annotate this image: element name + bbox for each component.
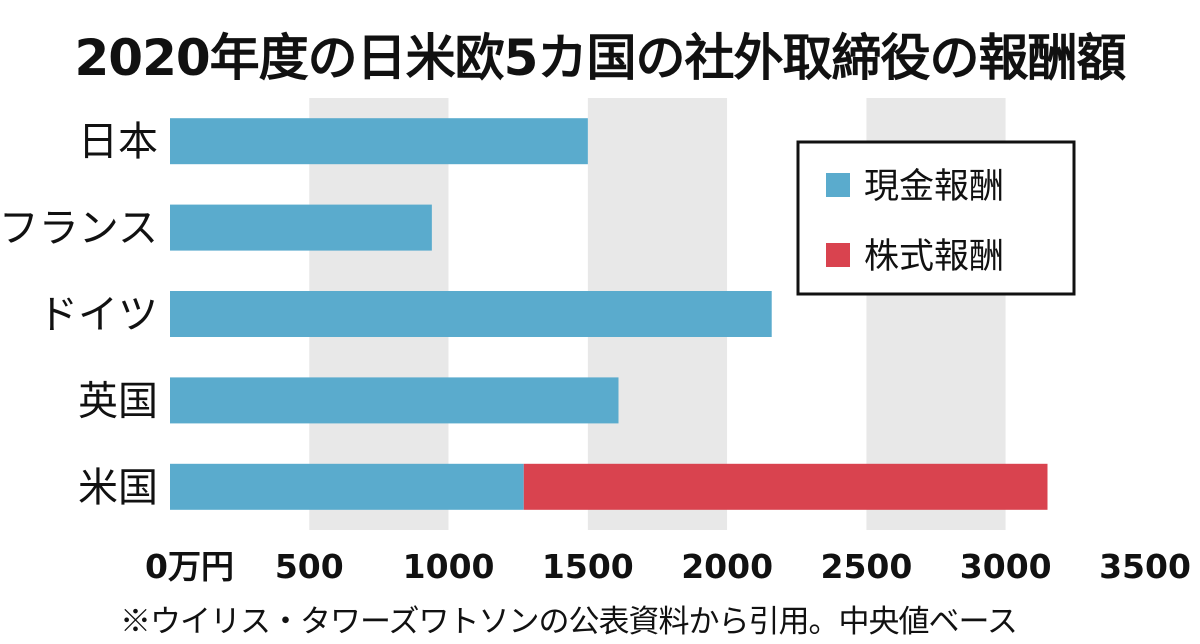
legend-swatch-cash — [826, 173, 850, 197]
bar-cash-3 — [170, 377, 619, 424]
x-tick-label: 0万円 — [145, 547, 234, 586]
bar-cash-0 — [170, 118, 588, 165]
category-label: 米国 — [78, 465, 158, 511]
chart-title: 2020年度の日米欧5カ国の社外取締役の報酬額 — [74, 29, 1127, 87]
legend: 現金報酬 株式報酬 — [796, 140, 1076, 296]
bar-stock-4 — [523, 463, 1048, 510]
x-tick-label: 2000 — [681, 547, 773, 586]
bars — [170, 118, 1048, 510]
category-label: 日本 — [78, 119, 158, 165]
legend-frame — [796, 140, 1076, 296]
source-note: ※ウイリス・タワーズワトソンの公表資料から引用。中央値ベース — [120, 604, 1018, 640]
category-label: フランス — [0, 206, 158, 252]
bar-cash-4 — [170, 463, 524, 510]
legend-label-cash: 現金報酬 — [864, 167, 1004, 207]
x-tick-label: 3500 — [1099, 547, 1191, 586]
category-label: 英国 — [78, 378, 158, 424]
category-label: ドイツ — [38, 292, 158, 338]
x-tick-label: 2500 — [820, 547, 912, 586]
x-tick-label: 500 — [275, 547, 344, 586]
bar-cash-1 — [170, 204, 432, 251]
bar-cash-2 — [170, 291, 772, 337]
legend-label-stock: 株式報酬 — [864, 237, 1004, 277]
x-tick-labels: 0万円 500 1000 1500 2000 2500 3000 3500 — [145, 547, 1191, 586]
legend-swatch-stock — [826, 243, 850, 267]
x-tick-label: 1000 — [403, 547, 495, 586]
x-tick-label: 1500 — [542, 547, 634, 586]
x-tick-label: 3000 — [960, 547, 1052, 586]
